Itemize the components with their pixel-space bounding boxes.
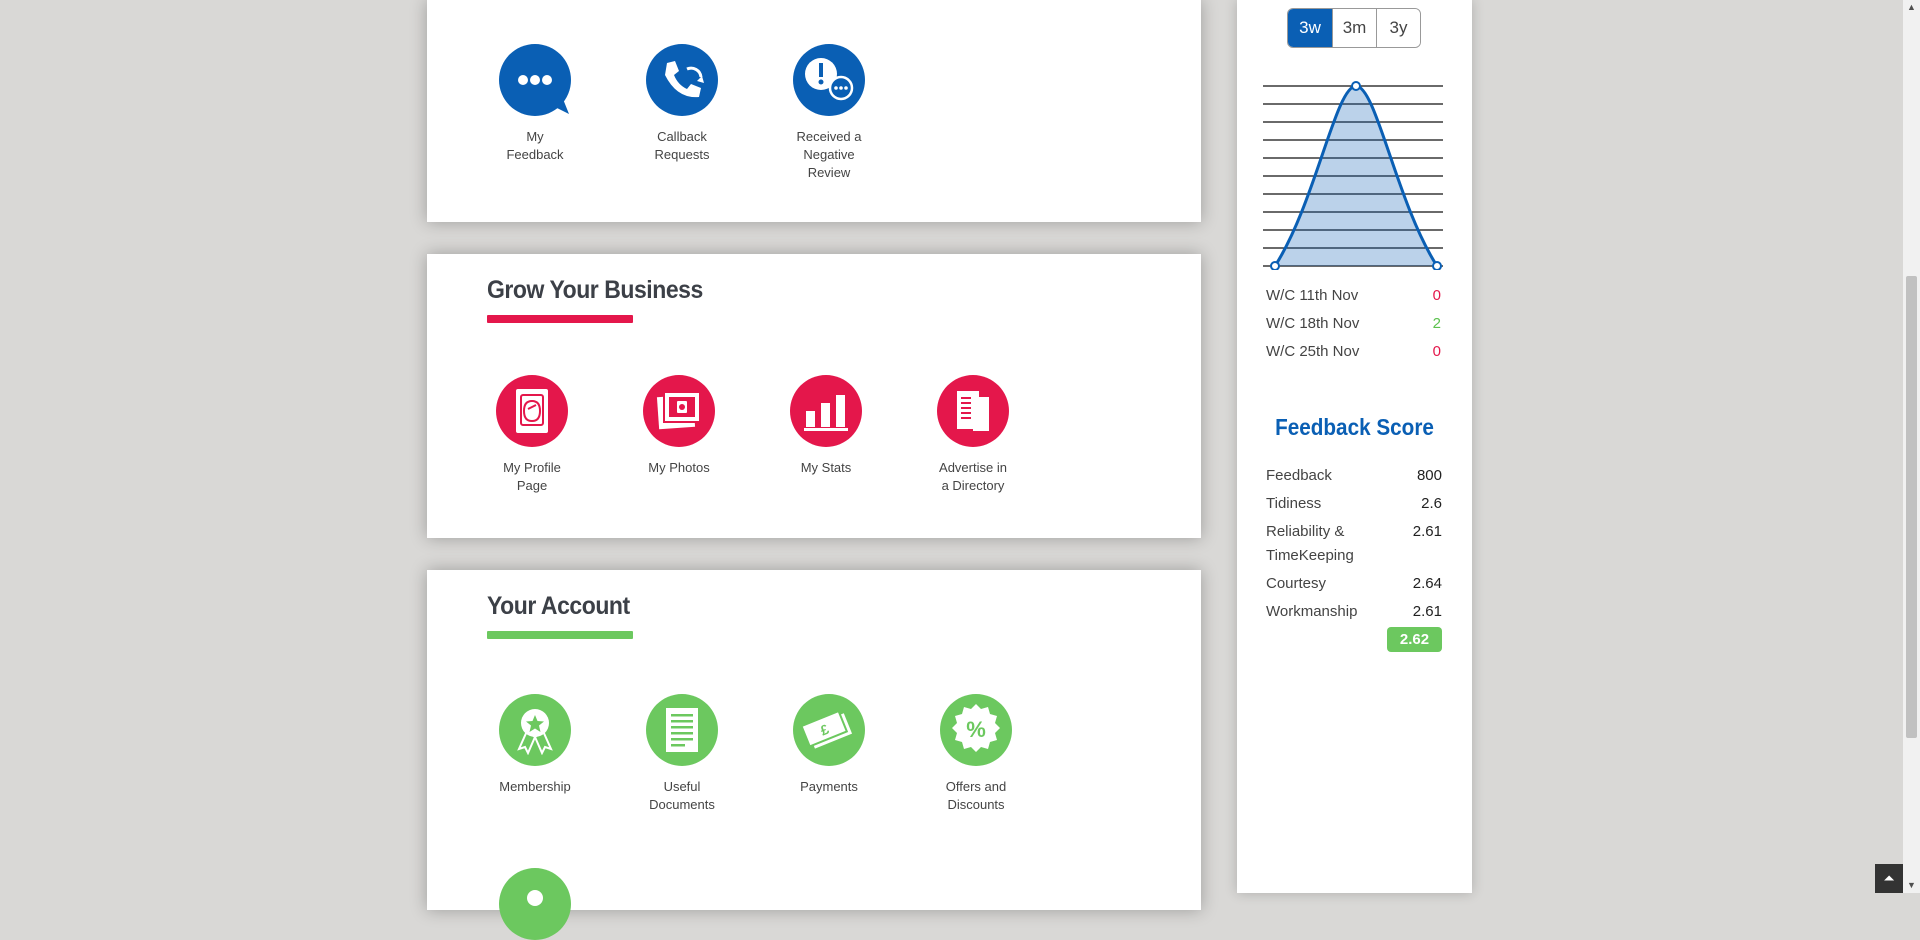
data-point[interactable] (1432, 261, 1442, 270)
week-value: 0 (1432, 343, 1441, 360)
week-label: W/C 11th Nov (1266, 287, 1359, 304)
score-row: Courtesy 2.64 (1266, 572, 1442, 596)
offers-discounts-tile[interactable]: % Offers and Discounts (916, 694, 1036, 814)
percent-badge-icon: % (940, 694, 1012, 766)
my-feedback-tile[interactable]: My Feedback (475, 44, 595, 164)
membership-tile[interactable]: Membership (475, 694, 595, 796)
double-chevron-up-icon: ⏶ (1883, 870, 1895, 886)
negative-review-icon (793, 44, 865, 116)
tile-label: Review (807, 165, 851, 180)
section-title: Your Account (487, 592, 630, 620)
score-row: Reliability & TimeKeeping 2.61 (1266, 520, 1442, 568)
feedback-score-title: Feedback Score (1275, 414, 1434, 440)
callback-requests-tile[interactable]: Callback Requests (622, 44, 742, 164)
score-row: Workmanship 2.61 (1266, 600, 1442, 624)
document-icon (646, 694, 718, 766)
back-to-top-button[interactable]: ⏶ (1875, 864, 1903, 893)
tile-label: Payments (800, 779, 858, 794)
banknote-icon: £ (793, 694, 865, 766)
feedback-card: My Feedback Callback Requests (427, 0, 1201, 222)
overall-score-badge: 2.62 (1387, 627, 1442, 652)
scroll-up-icon[interactable]: ▲ (1907, 2, 1916, 12)
tile-label: My Profile (503, 460, 561, 475)
grow-business-card: Grow Your Business My Profile Page (427, 254, 1201, 538)
week-row: W/C 18th Nov 2 (1266, 315, 1441, 332)
my-profile-page-tile[interactable]: My Profile Page (472, 375, 592, 495)
speech-bubble-icon (499, 44, 571, 116)
tile-label: Feedback (506, 147, 564, 162)
payments-tile[interactable]: £ Payments (769, 694, 889, 796)
score-row: Feedback 800 (1266, 464, 1442, 488)
tile-label: a Directory (941, 478, 1005, 493)
scroll-thumb[interactable] (1906, 276, 1917, 738)
score-value: 800 (1416, 467, 1442, 484)
svg-text:%: % (966, 717, 986, 742)
tile-label: Discounts (947, 797, 1005, 812)
week-label: W/C 18th Nov (1266, 315, 1360, 332)
photos-icon (643, 375, 715, 447)
range-button-3y[interactable]: 3y (1376, 9, 1420, 47)
my-photos-tile[interactable]: My Photos (619, 375, 739, 477)
range-button-3w[interactable]: 3w (1288, 9, 1332, 47)
title-underline (487, 315, 633, 323)
week-row: W/C 25th Nov 0 (1266, 343, 1441, 360)
score-value: 2.64 (1412, 575, 1442, 592)
score-value: 2.6 (1421, 495, 1442, 512)
score-value: 2.61 (1412, 603, 1442, 620)
tile-label: Advertise in (939, 460, 1007, 475)
range-button-3m[interactable]: 3m (1332, 9, 1376, 47)
score-label: Feedback (1266, 467, 1332, 484)
tile-label: Callback (657, 129, 707, 144)
award-ribbon-icon (499, 694, 571, 766)
partial-icon (499, 868, 571, 940)
section-title: Grow Your Business (487, 276, 703, 304)
tile-label: My Stats (800, 460, 852, 475)
tile-label: Negative (803, 147, 855, 162)
phone-callback-icon (646, 44, 718, 116)
score-label-line: TimeKeeping (1266, 547, 1354, 564)
title-underline (487, 631, 633, 639)
week-label: W/C 25th Nov (1266, 343, 1360, 360)
week-value: 2 (1432, 315, 1441, 332)
score-label: Courtesy (1266, 575, 1327, 592)
negative-review-tile[interactable]: Received a Negative Review (769, 44, 889, 182)
directory-icon (937, 375, 1009, 447)
tile-label: My (526, 129, 544, 144)
week-row: W/C 11th Nov 0 (1266, 287, 1441, 304)
useful-documents-tile[interactable]: Useful Documents (622, 694, 742, 814)
tile-label: Useful (663, 779, 701, 794)
my-stats-tile[interactable]: My Stats (766, 375, 886, 477)
score-label: Reliability & TimeKeeping (1266, 520, 1354, 568)
range-selector: 3w 3m 3y (1287, 8, 1421, 48)
tile-label: Page (516, 478, 548, 493)
score-value: 2.61 (1412, 523, 1442, 540)
feedback-trend-chart (1263, 81, 1443, 270)
score-row: Tidiness 2.6 (1266, 492, 1442, 516)
tile-label: Received a (796, 129, 862, 144)
score-label: Tidiness (1266, 495, 1322, 512)
right-sidebar: 3w 3m 3y W/C 11th Nov 0 W/C 18th Nov 2 W… (1237, 0, 1472, 893)
tile-label: Membership (499, 779, 571, 794)
your-account-card: Your Account Membership (427, 570, 1201, 940)
week-value: 0 (1432, 287, 1441, 304)
bar-chart-icon (790, 375, 862, 447)
partial-tile[interactable] (475, 868, 595, 940)
score-label: Workmanship (1266, 603, 1358, 620)
tile-label: Offers and (945, 779, 1007, 794)
data-point[interactable] (1270, 261, 1280, 270)
tile-label: My Photos (648, 460, 710, 475)
tile-label: Documents (649, 797, 715, 812)
page-scrollbar[interactable]: ▲ ▼ (1903, 0, 1920, 893)
score-label-line: Reliability & (1266, 523, 1345, 540)
advertise-directory-tile[interactable]: Advertise in a Directory (913, 375, 1033, 495)
data-point[interactable] (1351, 81, 1361, 91)
scroll-down-icon[interactable]: ▼ (1907, 880, 1916, 890)
tile-label: Requests (654, 147, 710, 162)
series-area (1275, 86, 1437, 266)
profile-page-icon (496, 375, 568, 447)
